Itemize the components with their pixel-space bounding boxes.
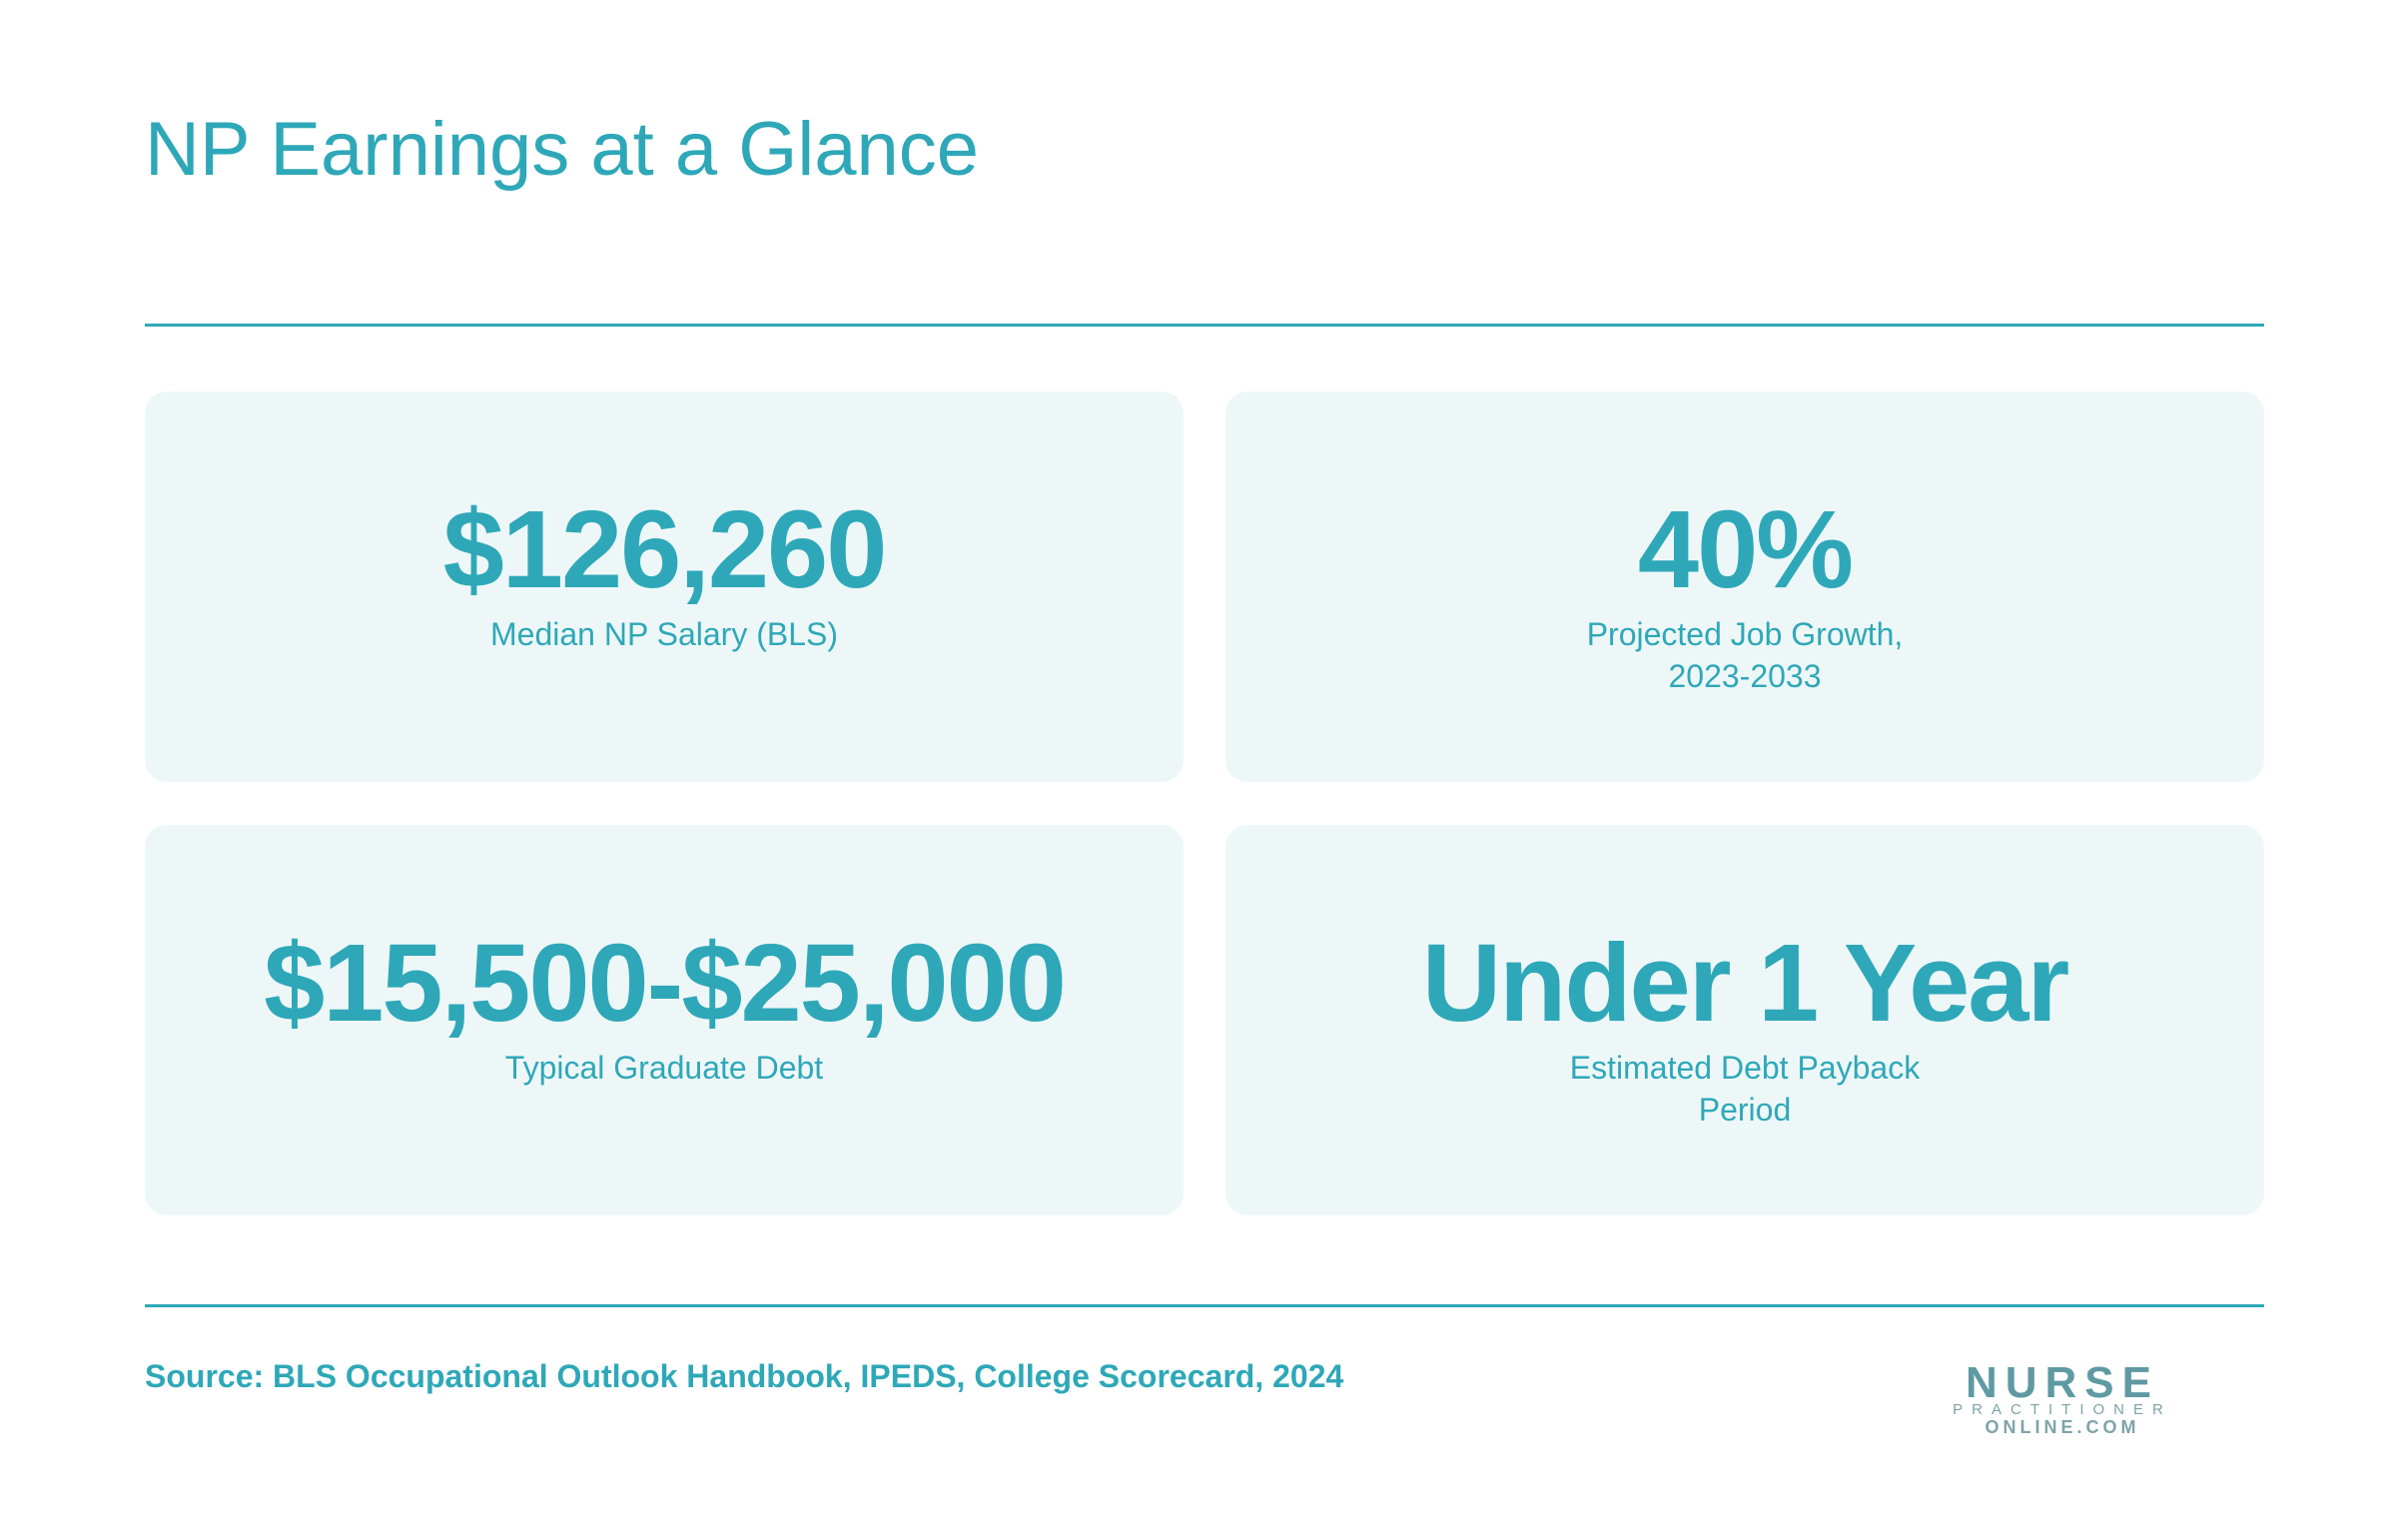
logo: NURSE PRACTITIONER ONLINE.COM: [1917, 1358, 2208, 1437]
source: Source: BLS Occupational Outlook Handboo…: [145, 1358, 1344, 1394]
logo-text: ONLINE.COM: [1985, 1417, 2140, 1437]
divider: [145, 324, 2264, 327]
stat-label: Estimated Debt Payback Period: [1225, 1047, 2264, 1131]
stat-label: Median NP Salary (BLS): [145, 613, 1184, 655]
stat-label: Projected Job Growth, 2023-2033: [1225, 613, 2264, 697]
logo-text: PRACTITIONER: [1953, 1401, 2172, 1418]
stat-card: $15,500-$25,000 Typical Graduate Debt: [145, 825, 1184, 1215]
stat-label-line: Period: [1698, 1092, 1792, 1128]
stat-value: $15,500-$25,000: [264, 922, 1067, 1045]
divider: [145, 1304, 2264, 1307]
stat-card: Under 1 Year Estimated Debt Payback Period: [1225, 825, 2264, 1215]
stat-card: 40% Projected Job Growth, 2023-2033: [1225, 391, 2264, 782]
stat-value: 40%: [1637, 488, 1854, 611]
stat-label-line: Estimated Debt Payback: [1569, 1050, 1921, 1086]
stat-label-line: Median NP Salary (BLS): [490, 616, 838, 652]
stat-label-line: Projected Job Growth,: [1586, 616, 1904, 652]
stat-label-line: 2023-2033: [1668, 658, 1822, 694]
stat-label: Typical Graduate Debt: [145, 1047, 1184, 1089]
stat-value: $126,260: [442, 488, 888, 611]
stat-value: Under 1 Year: [1421, 922, 2070, 1045]
logo-text: NURSE: [1965, 1358, 2160, 1407]
stat-card: $126,260 Median NP Salary (BLS): [145, 391, 1184, 782]
title: NP Earnings at a Glance: [145, 107, 980, 192]
stat-label-line: Typical Graduate Debt: [504, 1050, 824, 1086]
